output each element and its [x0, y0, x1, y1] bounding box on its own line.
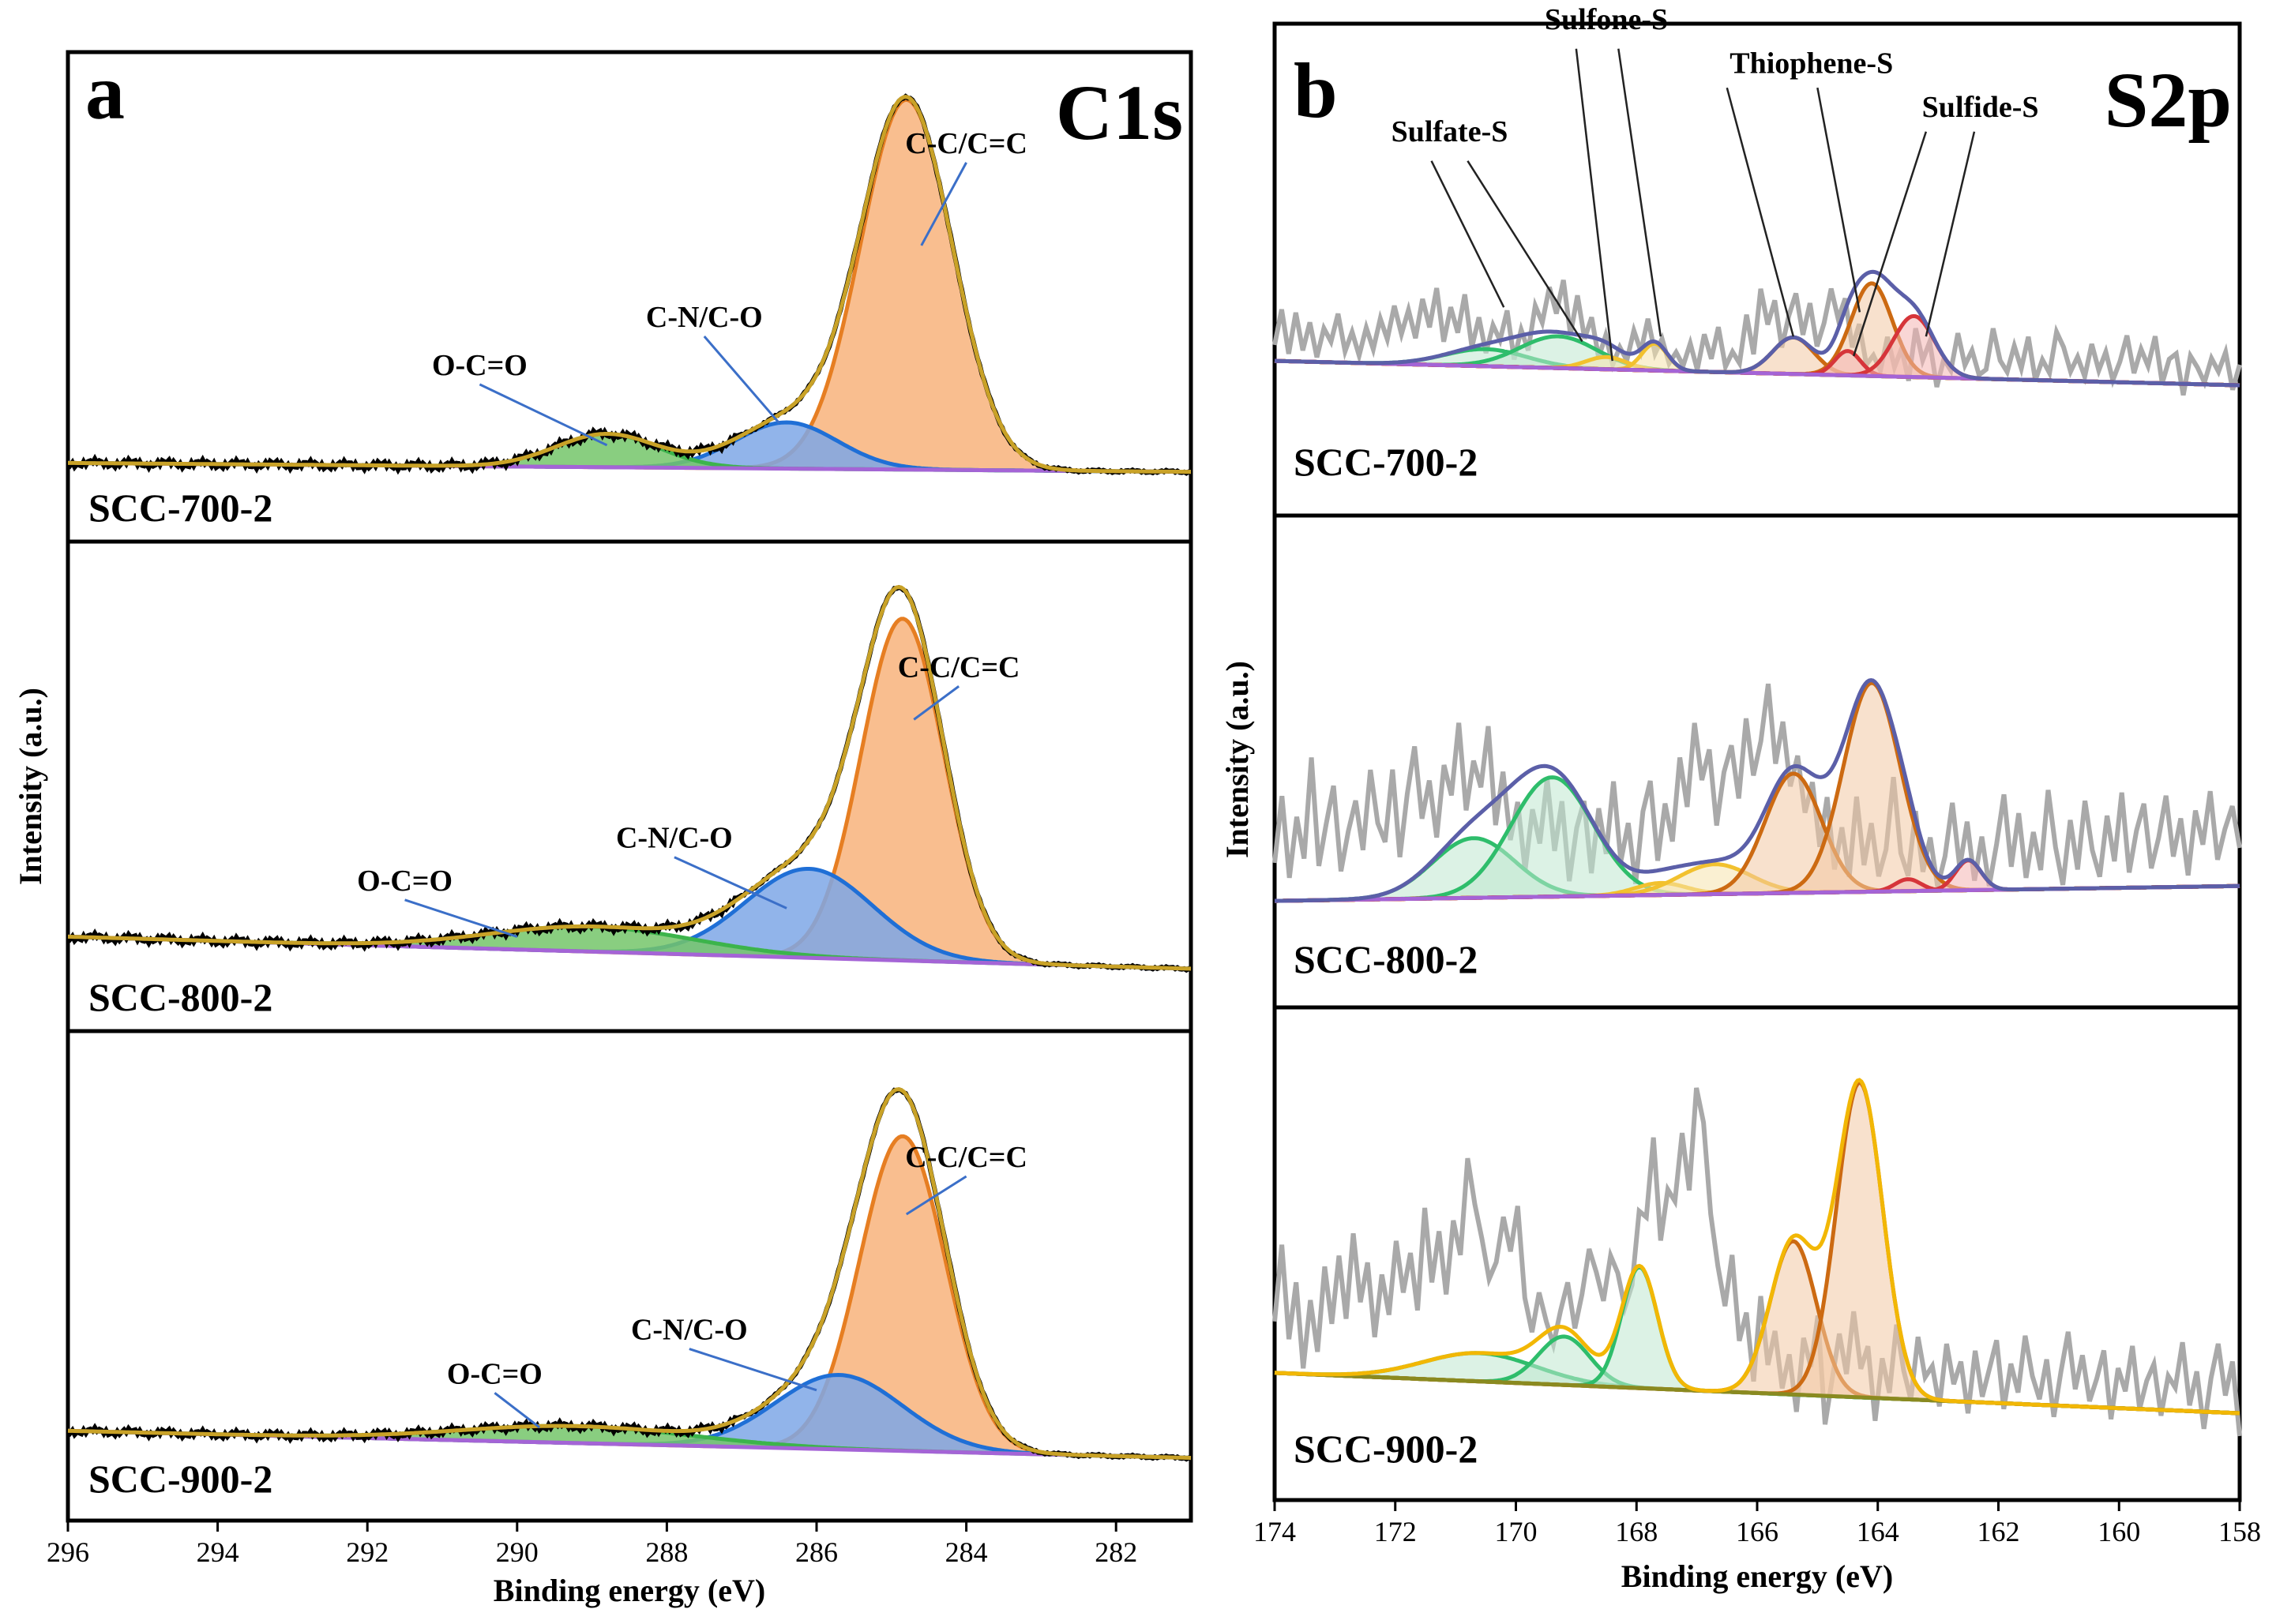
annotation-arrow-c-c-c-c	[920, 162, 967, 246]
c1s-subplot-scc-800-2: C-C/C=C C-N/C-O O-C=O SCC-800-2	[66, 584, 1192, 1019]
annotation-arrow-c-c-c-c	[913, 685, 960, 721]
sample-label-scc-900-2: SCC-900-2	[1294, 1427, 1478, 1471]
envelope-scc-700-2	[68, 95, 1191, 474]
panel-b-ylabel: Intensity (a.u.)	[1219, 661, 1255, 858]
annotation-arrow-3	[1617, 48, 1662, 337]
c1s-subplot-scc-700-2: C-C/C=C C-N/C-O O-C=O SCC-700-2	[66, 93, 1192, 530]
x-tick-label-286: 286	[795, 1536, 838, 1568]
x-tick-label-290: 290	[496, 1536, 539, 1568]
panel-b-core-level: S2p	[2105, 56, 2232, 144]
sample-label-scc-900-2: SCC-900-2	[88, 1457, 272, 1501]
annotation-arrow-4	[1726, 87, 1795, 337]
peak-fill-c-c-c-c-0	[68, 618, 1191, 969]
envelope-scc-700-2	[1274, 269, 2240, 388]
panel-b: Sulfate-S Sulfone-S Thiophene-S Sulfide-S SC…	[1219, 3, 2261, 1594]
x-tick-label-170: 170	[1495, 1516, 1538, 1547]
peak-fill-c-n-c-o-1	[68, 868, 1191, 969]
raw-spectrum-scc-800-2	[1272, 683, 2242, 888]
envelope-scc-900-2	[67, 1087, 1192, 1461]
envelope-scc-900-2	[1274, 1078, 2240, 1416]
c1s-subplot-scc-900-2: C-C/C=C C-N/C-O O-C=O SCC-900-2	[66, 1087, 1192, 1501]
x-tick-label-294: 294	[197, 1536, 239, 1568]
sample-label-scc-800-2: SCC-800-2	[1294, 937, 1478, 981]
peak-fill-o-c-o-2	[68, 433, 1191, 472]
annotation-arrow-c-c-c-c	[905, 1175, 967, 1216]
peak-fill-o-c-o-2	[68, 926, 1191, 969]
x-tick-label-162: 162	[1977, 1516, 2020, 1547]
x-tick-label-288: 288	[645, 1536, 688, 1568]
peak-fill-sulfate-s-0	[1275, 1352, 2240, 1413]
annotation-arrow-c-n-c-o	[703, 336, 780, 424]
x-tick-label-172: 172	[1374, 1516, 1417, 1547]
annotation-arrow-2	[1575, 48, 1613, 362]
sample-label-scc-700-2: SCC-700-2	[1294, 440, 1478, 484]
panel-b-x-axis: 174 172 170 168 166 164 162 160 158	[1253, 1500, 2261, 1547]
panel-b-xlabel: Binding energy (eV)	[1621, 1558, 1893, 1594]
x-tick-label-160: 160	[2098, 1516, 2140, 1547]
panel-a-core-level: C1s	[1056, 69, 1183, 156]
annotation-sulfone-s: Sulfone-S	[1545, 3, 1668, 36]
peak-fill-thiophene-s-3	[1275, 1241, 2240, 1413]
annotation-c-c-c-c: C-C/C=C	[898, 651, 1020, 684]
peak-fill-sulfate-s-1	[1275, 777, 2240, 902]
annotation-c-n-c-o: C-N/C-O	[631, 1314, 748, 1347]
panel-b-letter: b	[1294, 47, 1338, 134]
x-tick-label-158: 158	[2218, 1516, 2261, 1547]
peak-fill-thiophene-s-4	[1275, 773, 2240, 902]
peak-line-c-c-c-c-0	[67, 1134, 1192, 1461]
s2p-subplot-scc-700-2: Sulfate-S Sulfone-S Thiophene-S Sulfide-S SC…	[1272, 3, 2242, 484]
annotation-arrow-1	[1467, 160, 1583, 343]
peak-fill-o-c-o-2	[68, 1426, 1191, 1458]
annotation-arrow-0	[1430, 160, 1505, 308]
annotation-c-n-c-o: C-N/C-O	[616, 822, 733, 855]
annotation-c-c-c-c: C-C/C=C	[905, 1141, 1027, 1174]
annotation-arrow-c-n-c-o	[689, 1348, 817, 1392]
peak-fill-c-n-c-o-1	[68, 1375, 1191, 1458]
annotation-arrow-o-c-o	[404, 898, 518, 938]
panel-a-frame	[66, 50, 1193, 1523]
x-tick-label-292: 292	[346, 1536, 389, 1568]
sample-label-scc-700-2: SCC-700-2	[88, 486, 272, 530]
peak-line-c-c-c-c-0	[67, 617, 1192, 971]
annotation-o-c-o: O-C=O	[432, 349, 528, 382]
x-tick-label-282: 282	[1095, 1536, 1137, 1568]
s2p-subplot-scc-800-2: SCC-800-2	[1272, 677, 2242, 981]
annotation-o-c-o: O-C=O	[447, 1357, 543, 1390]
peak-fill-c-c-c-c-0	[68, 1136, 1191, 1458]
raw-spectrum-scc-900-2	[1272, 1087, 2242, 1437]
x-tick-label-284: 284	[945, 1536, 988, 1568]
envelope-scc-800-2	[1275, 677, 2240, 903]
x-tick-label-164: 164	[1857, 1516, 1899, 1547]
sample-label-scc-800-2: SCC-800-2	[88, 975, 272, 1019]
experimental-scc-800-2	[66, 584, 1192, 973]
annotation-c-n-c-o: C-N/C-O	[646, 301, 763, 334]
panel-a-ylabel: Intensity (a.u.)	[13, 688, 48, 885]
x-tick-label-296: 296	[47, 1536, 89, 1568]
panel-a: C-C/C=C C-N/C-O O-C=O SCC-700-2 C-C/C=C C-N/…	[13, 48, 1193, 1608]
annotation-arrow-c-n-c-o	[674, 856, 787, 910]
annotation-arrow-o-c-o	[479, 383, 608, 447]
annotation-c-c-c-c: C-C/C=C	[905, 127, 1027, 160]
annotation-thiophene-s: Thiophene-S	[1730, 47, 1893, 81]
annotation-sulfide-s: Sulfide-S	[1922, 91, 2039, 124]
peak-fill-c-c-c-c-0	[68, 99, 1191, 472]
s2p-subplot-scc-900-2: SCC-900-2	[1272, 1078, 2242, 1471]
envelope-scc-800-2	[67, 584, 1192, 971]
x-tick-label-166: 166	[1736, 1516, 1778, 1547]
annotation-o-c-o: O-C=O	[357, 865, 453, 898]
annotation-arrow-5	[1816, 87, 1861, 313]
panel-a-letter: a	[85, 48, 125, 136]
annotation-arrow-o-c-o	[494, 1392, 541, 1429]
x-tick-label-174: 174	[1253, 1516, 1296, 1547]
annotation-sulfate-s: Sulfate-S	[1392, 115, 1508, 148]
panel-a-x-axis: 296 294 292 290 288 286 284 282	[47, 1521, 1137, 1568]
annotation-arrow-6	[1853, 131, 1928, 357]
annotation-arrow-7	[1925, 131, 1976, 337]
panel-a-xlabel: Binding energy (eV)	[494, 1573, 765, 1608]
raw-spectrum-scc-700-2	[1272, 279, 2242, 396]
x-tick-label-168: 168	[1615, 1516, 1658, 1547]
